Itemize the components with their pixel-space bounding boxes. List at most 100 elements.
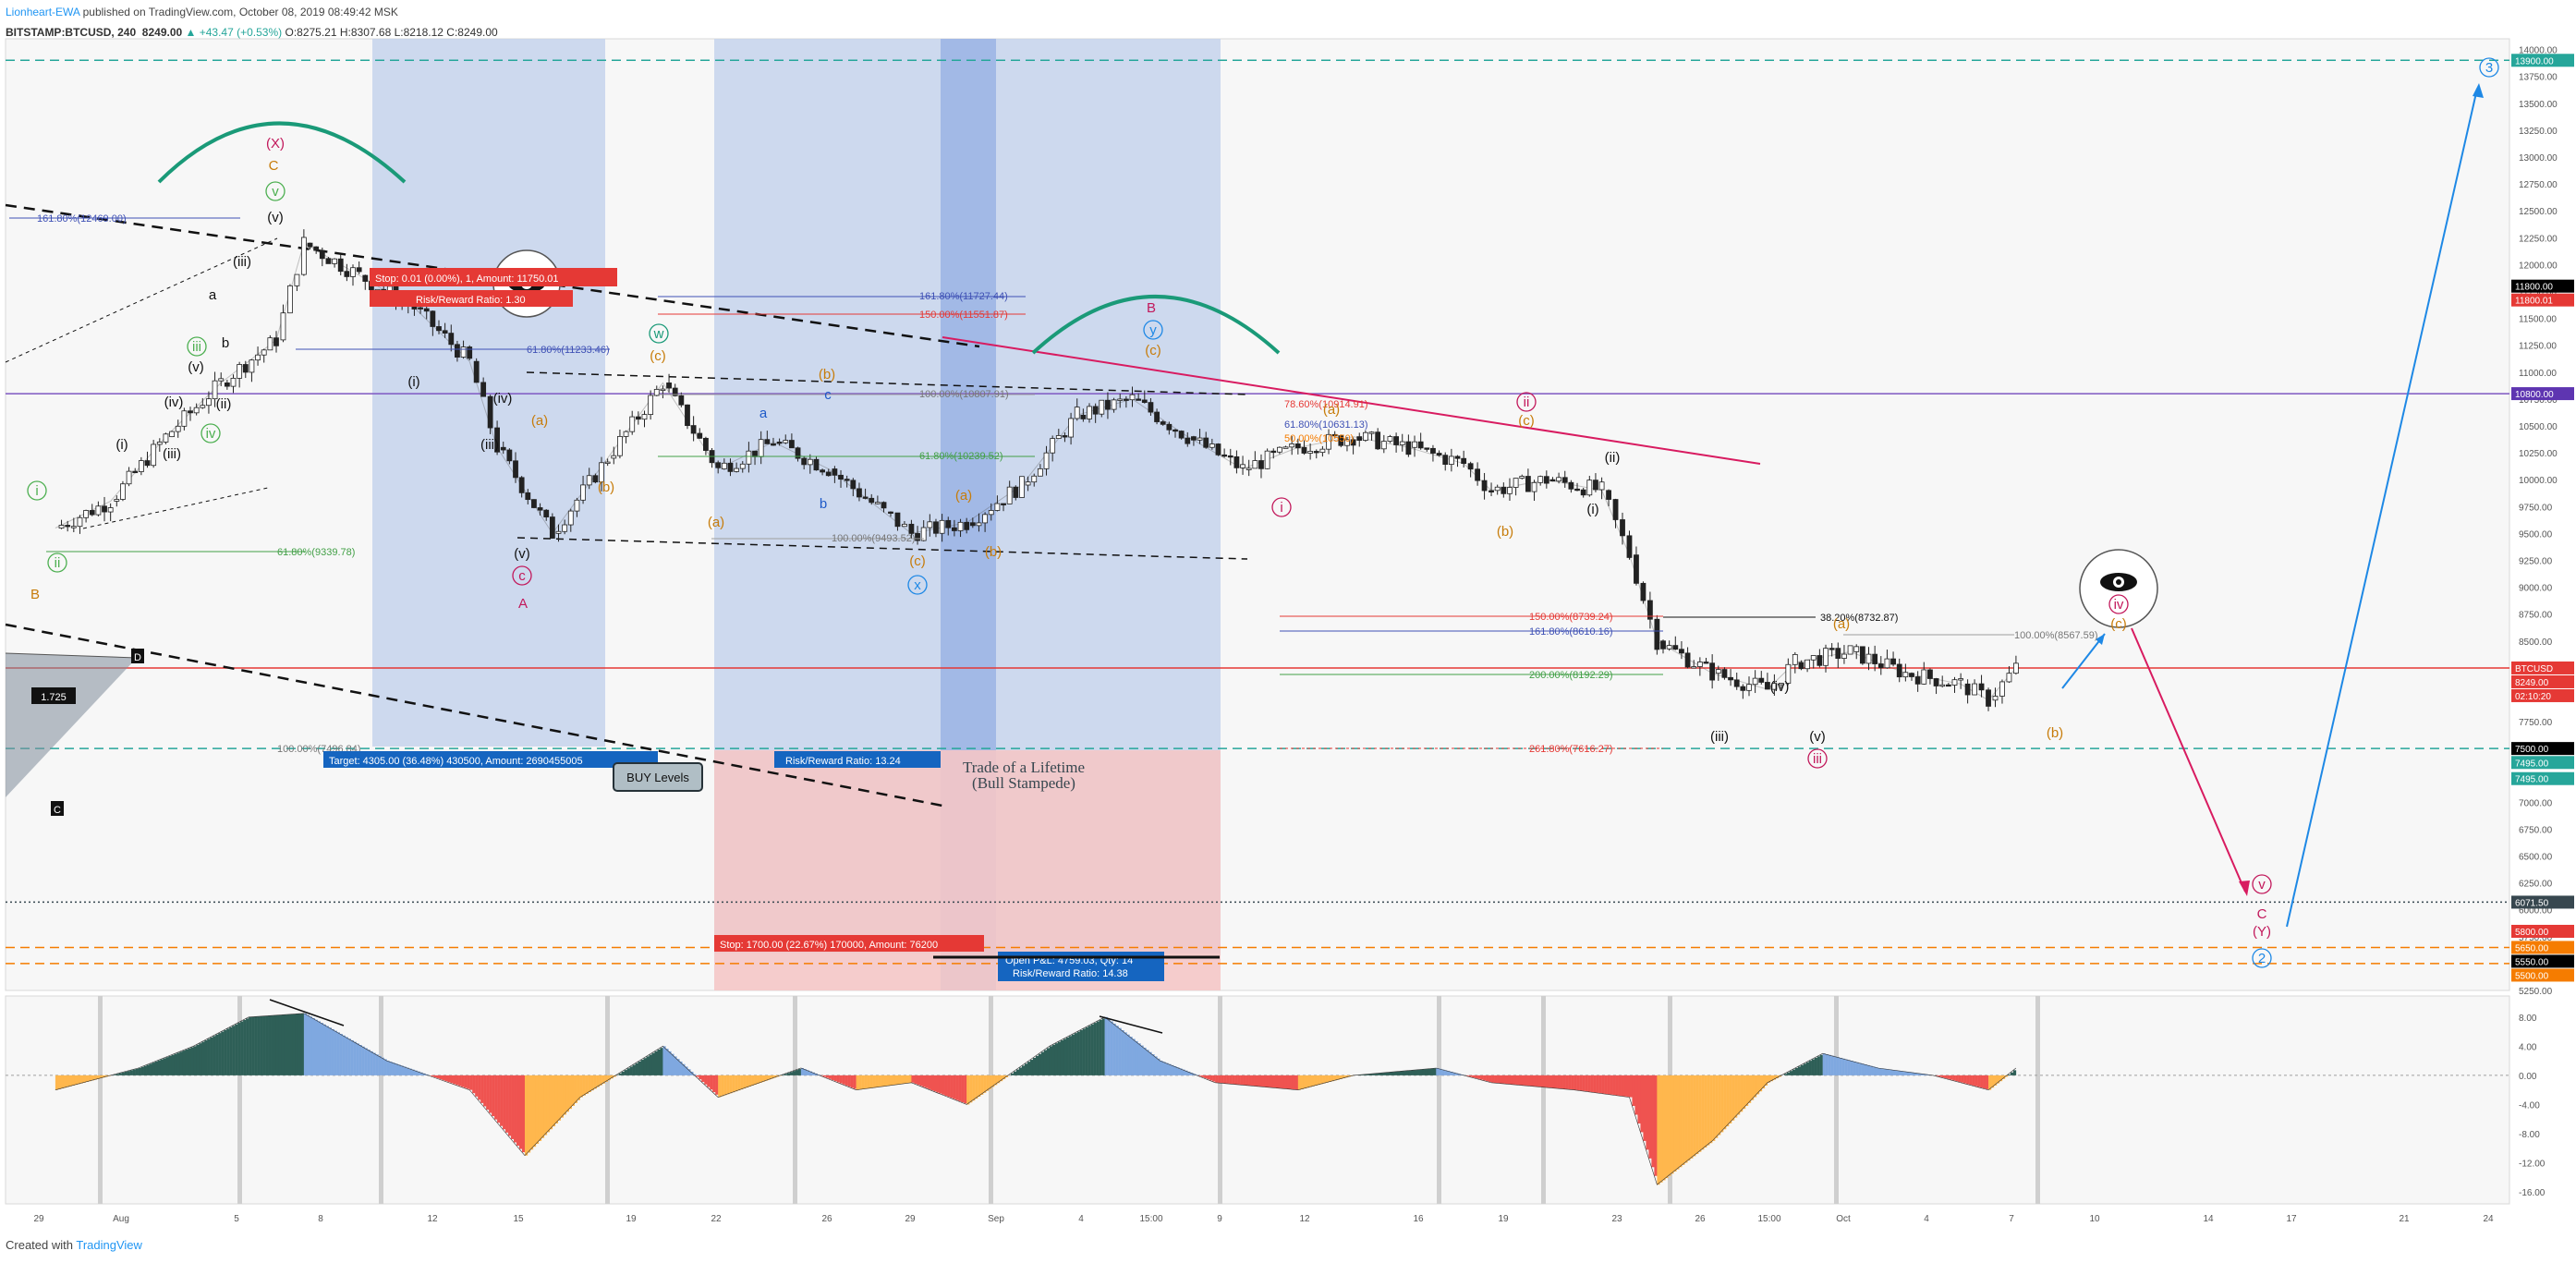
indicator-bar bbox=[1079, 1029, 1083, 1075]
indicator-bar bbox=[729, 1075, 733, 1094]
candle-body bbox=[436, 326, 442, 332]
candle-body bbox=[181, 410, 188, 427]
indicator-bar bbox=[1218, 1075, 1221, 1084]
candle-body bbox=[255, 354, 261, 361]
indicator-bar bbox=[1124, 1032, 1127, 1075]
candle-body bbox=[795, 447, 801, 459]
candle-body bbox=[1847, 645, 1853, 655]
time-axis[interactable]: 29 Aug 5 8 12 15 19 22 26 29 Sep 4 15:00 9 12 16 19 23 26 1… bbox=[33, 1214, 2494, 1224]
indicator-bar bbox=[1477, 1075, 1481, 1079]
candle-body bbox=[1062, 435, 1068, 438]
indicator-bar bbox=[1428, 1068, 1431, 1075]
indicator-bar bbox=[1132, 1038, 1136, 1075]
candle-body bbox=[531, 499, 537, 508]
candle-body bbox=[500, 446, 506, 451]
candle-body bbox=[1074, 407, 1080, 419]
indicator-bar bbox=[1657, 1075, 1660, 1185]
candle-body bbox=[562, 524, 568, 532]
indicator-bar bbox=[350, 1039, 354, 1075]
indicator-bar bbox=[1999, 1075, 2003, 1082]
candle-body bbox=[1771, 683, 1778, 690]
indicator-bar bbox=[546, 1075, 551, 1133]
price-tick-label: 13500.00 bbox=[2519, 100, 2558, 110]
publisher-link[interactable]: Lionheart-EWA bbox=[6, 6, 80, 18]
indicator-bar bbox=[1491, 1075, 1495, 1083]
wave-label: a bbox=[759, 406, 768, 421]
wave-label: (iii) bbox=[1710, 729, 1729, 745]
candle-body bbox=[418, 307, 423, 310]
indicator-bar bbox=[601, 1075, 605, 1084]
indicator-bar bbox=[406, 1067, 409, 1075]
indicator-bar bbox=[243, 1019, 247, 1075]
indicator-bar bbox=[1549, 1075, 1553, 1088]
wave-label: (iv) bbox=[1770, 679, 1790, 695]
indicator-bar bbox=[1994, 1075, 1998, 1086]
candle-body bbox=[1412, 441, 1417, 448]
indicator-bar bbox=[1394, 1071, 1398, 1075]
indicator-bar bbox=[651, 1052, 655, 1075]
wave-label: a bbox=[209, 287, 217, 303]
wave-label: (iii) bbox=[163, 446, 181, 462]
indicator-bar bbox=[497, 1075, 501, 1123]
indicator-bar bbox=[1283, 1075, 1288, 1089]
candle-body bbox=[1289, 443, 1295, 448]
wave-label: C bbox=[269, 158, 279, 174]
candle-body bbox=[1568, 481, 1574, 490]
candle-body bbox=[1160, 421, 1166, 425]
candle-body bbox=[1691, 666, 1697, 669]
indicator-bar bbox=[795, 1070, 799, 1075]
price-tag-label: 6071.50 bbox=[2515, 898, 2549, 908]
fib-label: 61.80%(10239.52) bbox=[919, 451, 1003, 462]
callouts: BUY Levels Trade of a Lifetime (Bull Sta… bbox=[31, 649, 1085, 816]
price-tick-label: 14000.00 bbox=[2519, 46, 2558, 56]
indicator-bar bbox=[1450, 1071, 1453, 1075]
fib-label: 61.80%(10631.13) bbox=[1284, 419, 1368, 431]
candle-body bbox=[902, 523, 907, 528]
indicator-bar bbox=[171, 1054, 175, 1075]
indicator-bar bbox=[1844, 1059, 1848, 1075]
indicator-bar bbox=[1748, 1075, 1752, 1103]
indicator-bar bbox=[149, 1063, 152, 1075]
indicator-bar bbox=[1303, 1075, 1307, 1089]
candle-body bbox=[1448, 455, 1454, 465]
wave-label: C bbox=[2257, 906, 2267, 922]
candle-body bbox=[1939, 684, 1946, 687]
candle-body bbox=[1549, 479, 1556, 482]
price-tag bbox=[2511, 387, 2574, 401]
indicator-bar bbox=[1941, 1075, 1945, 1078]
price-tick-label: 13750.00 bbox=[2519, 73, 2558, 83]
candle-body bbox=[1405, 441, 1412, 455]
indicator-bar bbox=[842, 1075, 845, 1085]
indicator-bar bbox=[563, 1075, 567, 1115]
indicator-bar bbox=[975, 1075, 978, 1099]
indicator-bar bbox=[508, 1075, 512, 1136]
candle-body bbox=[1080, 414, 1087, 419]
fib-label: 100.00%(10807.91) bbox=[919, 389, 1009, 400]
indicator-bar bbox=[1452, 1072, 1456, 1075]
candle-body bbox=[957, 521, 964, 531]
candle-body bbox=[1672, 645, 1679, 650]
indicator-bar bbox=[182, 1050, 186, 1075]
indicator-bar bbox=[1858, 1063, 1862, 1075]
candle-body bbox=[543, 509, 550, 517]
indicator-bar bbox=[281, 1014, 286, 1075]
indicator-bar bbox=[905, 1075, 909, 1084]
indicator-bar bbox=[1764, 1075, 1768, 1086]
price-tag bbox=[2511, 771, 2574, 785]
candle-body bbox=[746, 450, 752, 465]
indicator-pane[interactable] bbox=[5, 995, 2510, 1205]
publish-info: Lionheart-EWA published on TradingView.c… bbox=[6, 2, 498, 22]
indicator-bar bbox=[1300, 1075, 1305, 1089]
price-axis[interactable]: 14000.00 13750.00 13500.00 13250.00 13000.00… bbox=[2519, 46, 2558, 997]
candle-body bbox=[313, 246, 320, 251]
tradingview-logo[interactable]: TradingView bbox=[76, 1238, 142, 1252]
indicator-bar bbox=[1040, 1051, 1045, 1075]
indicator-bar bbox=[1063, 1038, 1066, 1075]
candle-body bbox=[83, 510, 89, 518]
indicator-bar bbox=[1537, 1075, 1542, 1087]
candle-body bbox=[1817, 655, 1823, 666]
candle-body bbox=[473, 360, 480, 383]
indicator-bar bbox=[836, 1075, 840, 1083]
price-tag-label: 10800.00 bbox=[2515, 390, 2554, 400]
